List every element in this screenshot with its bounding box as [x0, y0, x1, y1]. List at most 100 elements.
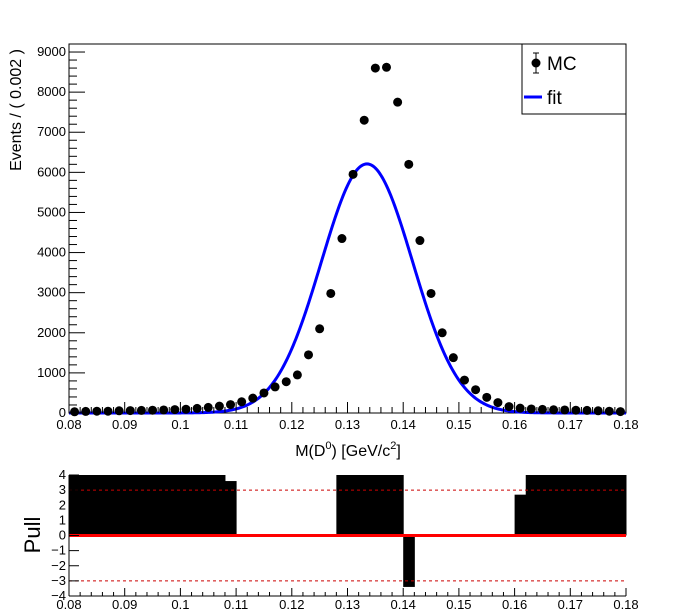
mc-point-marker [381, 62, 391, 72]
mc-point-marker [292, 370, 302, 380]
fit-curve-group [69, 162, 626, 415]
mc-point [459, 375, 469, 385]
legend-box [521, 43, 627, 115]
pull-bar [113, 475, 126, 536]
mc-point-marker [537, 404, 547, 414]
mc-point-marker [81, 406, 91, 416]
mc-point [315, 324, 325, 334]
pull-bar [146, 475, 159, 536]
mc-point-marker [571, 405, 581, 415]
mc-point-marker [159, 405, 169, 415]
y-tick-label: 4000 [37, 245, 66, 260]
pull-x-tick-label: 0.11 [224, 597, 248, 612]
mc-point [615, 407, 625, 417]
mc-point [348, 169, 358, 179]
pull-bar [380, 475, 393, 536]
y-tick-label: 0 [59, 405, 66, 420]
pull-x-tick-label: 0.13 [335, 597, 360, 612]
x-tick-label: 0.08 [56, 417, 81, 432]
pull-bar [536, 475, 549, 536]
mc-point [304, 350, 314, 360]
x-tick-label: 0.12 [279, 417, 304, 432]
mc-point-marker [248, 393, 258, 403]
pull-x-tick-label: 0.17 [558, 597, 583, 612]
mc-point-marker [526, 404, 536, 414]
mc-point-marker [615, 407, 625, 417]
mc-point-marker [270, 382, 280, 392]
mc-point [560, 405, 570, 415]
mc-point-marker [281, 377, 291, 387]
x-tick-label: 0.14 [391, 417, 416, 432]
pull-bar [169, 475, 181, 536]
mc-point-marker [125, 406, 135, 416]
mc-point-marker [348, 169, 358, 179]
pull-x-tick-label: 0.12 [279, 597, 304, 612]
mc-point-marker [515, 403, 525, 413]
x-axis-label: M(D0) [GeV/c2] [295, 440, 401, 460]
mc-point-marker [315, 324, 325, 334]
pull-x-tick-label: 0.1 [171, 597, 189, 612]
mc-point [270, 382, 280, 392]
mc-point [437, 328, 447, 338]
y-tick-label: 1000 [37, 365, 66, 380]
mc-point-marker [103, 406, 113, 416]
pull-bar [592, 475, 605, 536]
mc-point [148, 405, 158, 415]
mc-point [259, 388, 269, 398]
mc-point-marker [415, 236, 425, 246]
x-tick-label: 0.16 [502, 417, 527, 432]
legend-mc-label: MC [547, 54, 577, 75]
mc-point-marker [560, 405, 570, 415]
pull-bar [525, 475, 538, 536]
mc-point [103, 406, 113, 416]
pull-bar [603, 475, 616, 536]
pull-x-tick-label: 0.18 [613, 597, 638, 612]
mc-point-marker [70, 407, 80, 417]
mc-point-marker [482, 392, 492, 402]
mc-point [526, 404, 536, 414]
pull-bar [347, 475, 360, 536]
mc-point-marker [504, 402, 514, 412]
pull-bar [369, 475, 382, 536]
pull-bar [336, 475, 348, 536]
mc-point-marker [148, 405, 158, 415]
pull-axes: 0.08 0.09 0.1 0.11 0.12 0.13 0.14 0.15 0.16 0.17 0… [51, 467, 638, 612]
mc-point [192, 403, 202, 413]
mc-point-marker [582, 405, 592, 415]
mc-point [170, 405, 180, 415]
pull-y-tick-label: −4 [51, 588, 66, 603]
mc-point [70, 407, 80, 417]
pull-x-tick-label: 0.15 [446, 597, 471, 612]
mc-point-marker [493, 398, 503, 408]
pull-bar [403, 535, 415, 587]
legend: MC fit [521, 43, 627, 115]
mc-point-marker [370, 63, 380, 73]
mc-point-marker [359, 115, 369, 125]
main-axes: 0.08 0.09 0.1 0.11 0.12 0.13 0.14 0.15 0.16 0.17 0… [37, 43, 639, 432]
pull-bar [124, 475, 137, 536]
mc-point-marker [604, 406, 614, 416]
pull-x-tick-label: 0.09 [112, 597, 137, 612]
pull-bar [514, 494, 527, 536]
x-tick-label: 0.15 [446, 417, 471, 432]
mc-point [237, 397, 247, 407]
mc-point [125, 406, 135, 416]
mc-point [326, 288, 336, 298]
mc-point [214, 401, 224, 411]
mc-points-group [70, 62, 625, 417]
pull-bar [570, 475, 582, 536]
mc-point-marker [114, 406, 124, 416]
mc-point [593, 406, 603, 416]
pull-y-tick-label: 0 [59, 528, 66, 543]
mc-point [393, 97, 403, 107]
x-tick-label: 0.13 [335, 417, 360, 432]
pull-y-tick-label: 4 [59, 467, 66, 482]
pull-bar [91, 475, 103, 536]
pull-bar [202, 475, 215, 536]
y-tick-label: 6000 [37, 164, 66, 179]
pull-y-tick-label: −2 [51, 558, 66, 573]
pull-x-tick-label: 0.08 [56, 597, 81, 612]
mc-point [549, 405, 559, 415]
mc-point [404, 159, 414, 169]
